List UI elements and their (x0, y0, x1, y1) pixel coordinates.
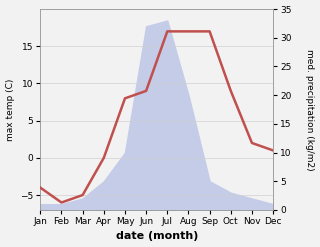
Y-axis label: med. precipitation (kg/m2): med. precipitation (kg/m2) (306, 49, 315, 170)
Y-axis label: max temp (C): max temp (C) (5, 78, 14, 141)
X-axis label: date (month): date (month) (116, 231, 198, 242)
